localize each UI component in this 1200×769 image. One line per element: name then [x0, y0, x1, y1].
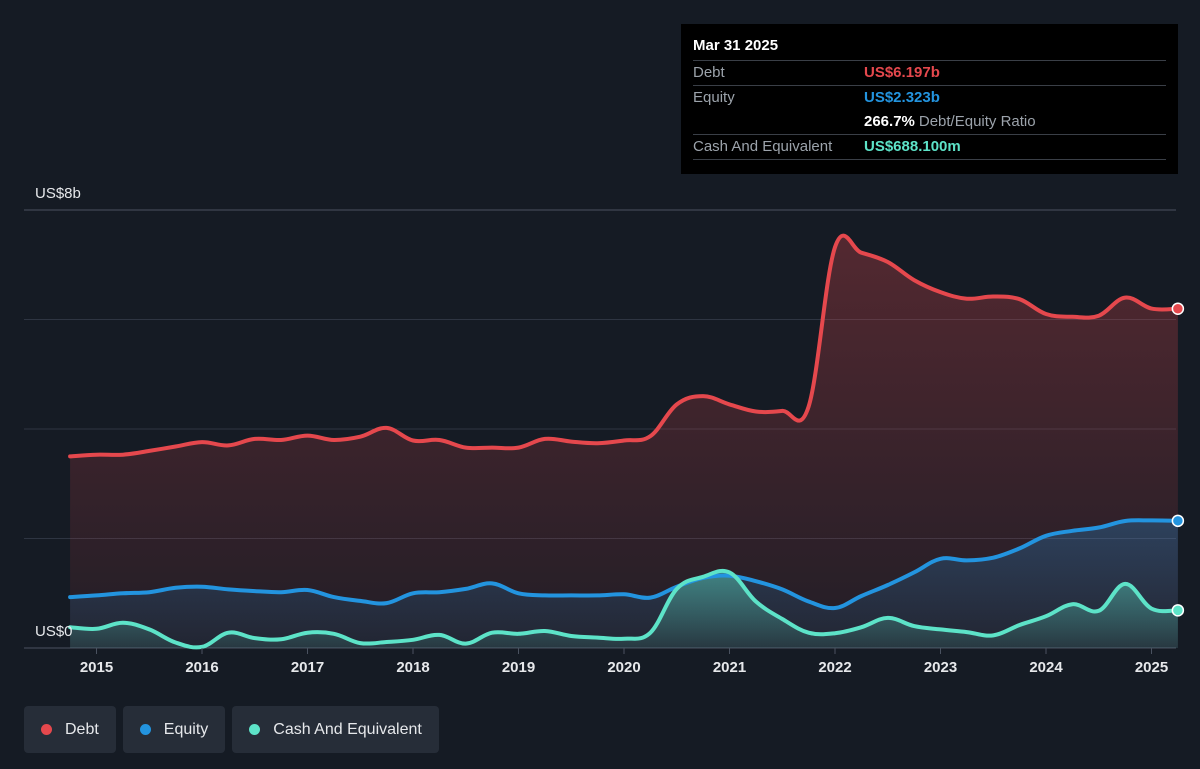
- tooltip-debt-label: Debt: [693, 64, 725, 81]
- cash-area: [70, 570, 1178, 648]
- x-tick-label: 2025: [1135, 659, 1168, 676]
- chart-legend: Debt Equity Cash And Equivalent: [24, 706, 439, 753]
- tooltip-debt-value: US$6.197b: [864, 64, 940, 81]
- legend-item-equity[interactable]: Equity: [122, 706, 226, 753]
- x-tick-label: 2023: [924, 659, 957, 676]
- x-tick-label: 2015: [80, 659, 113, 676]
- equity-line: [68, 518, 1180, 611]
- equity-area: [70, 520, 1178, 648]
- tooltip-ratio-value: 266.7%: [864, 113, 915, 130]
- equity-dot-icon: [139, 724, 151, 735]
- y-axis-min-label: US$0: [35, 623, 73, 640]
- cash-line: [68, 568, 1180, 650]
- tooltip-date: Mar 31 2025: [693, 37, 779, 54]
- tooltip-ratio-label: Debt/Equity Ratio: [918, 113, 1036, 130]
- x-tick-label: 2020: [607, 659, 640, 676]
- tooltip-row-debt: Debt US$6.197b: [693, 60, 1166, 85]
- debt-line: [68, 233, 1180, 459]
- debt-end-marker[interactable]: [1171, 302, 1185, 315]
- cash-dot-icon: [249, 724, 261, 735]
- equity-end-marker[interactable]: [1171, 514, 1185, 528]
- x-axis-ticks: 2015 2016 2017 2018 2019 2020 2021 2022 2023 2024…: [80, 648, 1168, 676]
- x-tick-label: 2019: [502, 659, 535, 676]
- tooltip-cash-value: US$688.100m: [864, 138, 961, 155]
- x-tick-label: 2017: [291, 659, 324, 676]
- debt-dot-icon: [41, 724, 52, 735]
- x-tick-label: 2018: [396, 659, 429, 676]
- tooltip-equity-label: Equity: [693, 89, 735, 106]
- y-axis-max-label: US$8b: [35, 185, 81, 202]
- series-lines: [68, 233, 1180, 650]
- x-tick-label: 2016: [185, 659, 218, 676]
- x-tick-label: 2021: [713, 659, 746, 676]
- legend-debt-label: Debt: [65, 720, 99, 738]
- legend-equity-label: Equity: [163, 720, 209, 738]
- tooltip-row-ratio: 266.7% Debt/Equity Ratio: [693, 110, 1166, 134]
- hover-tooltip: Mar 31 2025 Debt US$6.197b Equity US$2.3…: [681, 24, 1178, 174]
- cash-end-marker[interactable]: [1171, 604, 1185, 617]
- tooltip-ratio-spacer: [693, 110, 864, 134]
- legend-item-debt[interactable]: Debt: [24, 706, 116, 753]
- tooltip-row-cash: Cash And Equivalent US$688.100m: [693, 134, 1166, 160]
- tooltip-equity-value: US$2.323b: [864, 89, 940, 106]
- x-tick-label: 2024: [1029, 659, 1063, 676]
- legend-cash-label: Cash And Equivalent: [273, 720, 422, 738]
- legend-item-cash[interactable]: Cash And Equivalent: [232, 706, 439, 753]
- x-tick-label: 2022: [818, 659, 851, 676]
- tooltip-row-equity: Equity US$2.323b: [693, 85, 1166, 110]
- tooltip-cash-label: Cash And Equivalent: [693, 138, 833, 155]
- end-markers: [1171, 302, 1185, 617]
